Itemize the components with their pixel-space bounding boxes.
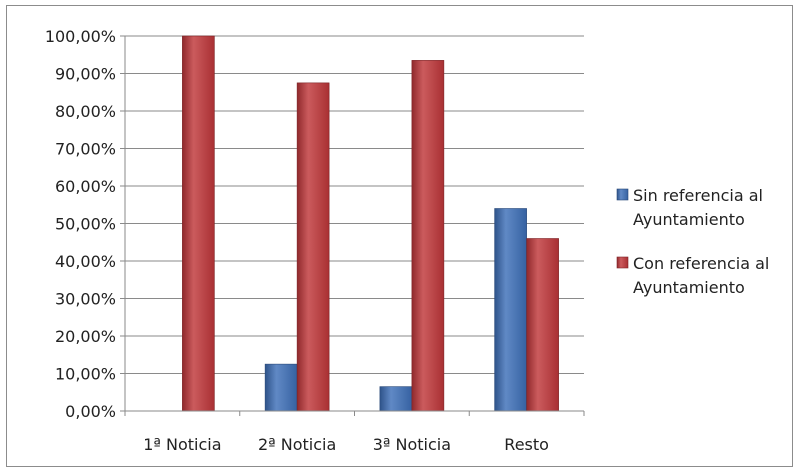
bars bbox=[182, 35, 559, 412]
x-tick-label: 2ª Noticia bbox=[258, 435, 336, 454]
bar-con-referencia-3 bbox=[411, 60, 445, 412]
x-tick-label: Resto bbox=[504, 435, 549, 454]
legend-label: Con referencia al bbox=[633, 254, 769, 273]
bar-sin-referencia-4 bbox=[494, 208, 527, 412]
legend-swatch bbox=[616, 188, 629, 201]
y-tick-label: 90,00% bbox=[55, 65, 116, 84]
bar-sin-referencia-2 bbox=[264, 363, 298, 412]
bar-chart: 0,00% 10,00% 20,00% 30,00% 40,00% 50,00% 60,00… bbox=[45, 27, 770, 454]
legend-label: Ayuntamiento bbox=[633, 210, 745, 229]
x-tick-label: 1ª Noticia bbox=[143, 435, 221, 454]
legend-label: Sin referencia al bbox=[633, 186, 763, 205]
y-tick-label: 30,00% bbox=[55, 290, 116, 309]
legend-label: Ayuntamiento bbox=[633, 278, 745, 297]
bar-con-referencia-2 bbox=[296, 82, 330, 412]
bar-con-referencia-4 bbox=[526, 238, 559, 412]
y-tick-label: 70,00% bbox=[55, 140, 116, 159]
x-tick-label: 3ª Noticia bbox=[373, 435, 451, 454]
bar-sin-referencia-3 bbox=[379, 386, 413, 412]
y-tick-label: 50,00% bbox=[55, 215, 116, 234]
y-tick-label: 80,00% bbox=[55, 102, 116, 121]
y-tick-label: 40,00% bbox=[55, 252, 116, 271]
y-tick-label: 10,00% bbox=[55, 365, 116, 384]
y-tick-label: 20,00% bbox=[55, 327, 116, 346]
chart-frame: 0,00% 10,00% 20,00% 30,00% 40,00% 50,00% 60,00… bbox=[6, 5, 793, 467]
bar-con-referencia-1 bbox=[182, 35, 215, 412]
y-tick-label: 100,00% bbox=[45, 27, 116, 46]
legend-swatch bbox=[616, 256, 629, 269]
y-tick-label: 0,00% bbox=[65, 402, 116, 421]
y-tick-label: 60,00% bbox=[55, 177, 116, 196]
legend: Sin referencia al Ayuntamiento Con referen… bbox=[616, 186, 769, 297]
x-axis-ticks: 1ª Noticia 2ª Noticia 3ª Noticia Resto bbox=[124, 411, 585, 454]
y-axis-ticks: 0,00% 10,00% 20,00% 30,00% 40,00% 50,00% 60,00… bbox=[45, 27, 125, 421]
